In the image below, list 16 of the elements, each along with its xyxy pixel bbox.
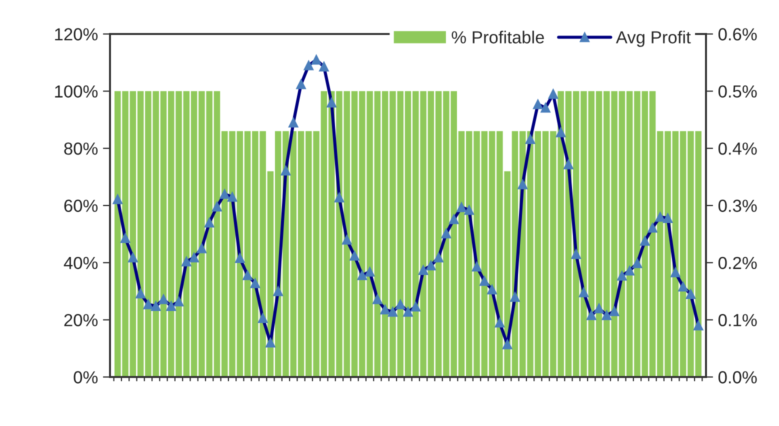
legend-label: Avg Profit: [616, 30, 691, 47]
y2-tick-label: 0.0%: [718, 371, 757, 384]
y-tick-label: 40%: [64, 256, 98, 270]
y2-tick-label: 0.4%: [718, 142, 757, 155]
y-tick-label: 0%: [74, 371, 98, 384]
y2-tick-label: 0.2%: [718, 256, 757, 270]
y-tick-label: 60%: [64, 200, 98, 212]
y2-tick-label: 0.5%: [718, 85, 757, 98]
y2-tick-label: 0.6%: [718, 28, 757, 40]
y2-tick-label: 0.3%: [718, 200, 757, 212]
y-tick-label: 80%: [64, 142, 98, 155]
y-tick-label: 100%: [55, 85, 98, 98]
y2-tick-label: 0.1%: [718, 314, 757, 326]
y-tick-label: 120%: [55, 28, 98, 40]
y-tick-label: 20%: [64, 314, 98, 326]
legend-label: % Profitable: [452, 30, 544, 44]
